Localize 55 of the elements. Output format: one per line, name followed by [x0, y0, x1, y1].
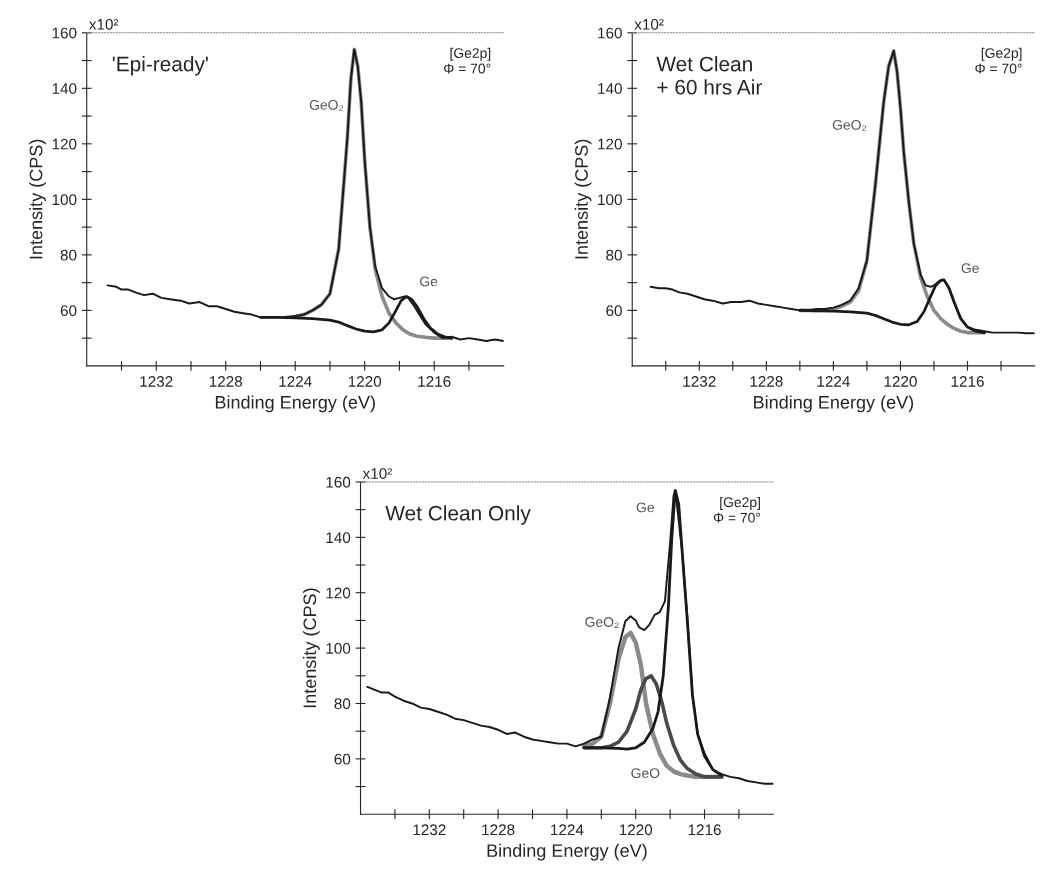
- annotation: Ge: [961, 263, 979, 274]
- annotation: [Ge2p] Φ = 70°: [975, 47, 1022, 74]
- y-axis-title: Intensity (CPS): [302, 588, 320, 708]
- y-tick-label: 100: [598, 194, 622, 206]
- y-tick-label: 160: [326, 476, 351, 488]
- x-tick-label: 1228: [750, 376, 783, 387]
- y-tick-label: 120: [598, 138, 622, 150]
- x-tick-label: 1224: [817, 376, 850, 387]
- annotation: Ge: [636, 502, 654, 513]
- x-tick-label: 1224: [551, 824, 584, 836]
- x-tick-label: 1228: [482, 824, 515, 836]
- x-axis-title: Binding Energy (eV): [215, 395, 375, 413]
- y-tick-label: 140: [52, 83, 77, 94]
- annotation: GeO: [631, 768, 660, 779]
- x-tick-label: 1216: [688, 824, 721, 836]
- y-tick-label: 60: [334, 753, 351, 765]
- x-tick-label: 1220: [619, 824, 653, 836]
- annotation: 'Epi-ready': [112, 56, 208, 76]
- annotation: Wet Clean Only: [385, 505, 531, 525]
- y-tick-label: 160: [598, 27, 622, 39]
- x-axis-title: Binding Energy (eV): [487, 843, 647, 861]
- y-tick-label: 60: [60, 305, 77, 317]
- annotation: [Ge2p] Φ = 70°: [444, 47, 491, 74]
- x-tick-label: 1216: [951, 376, 984, 387]
- x-tick-label: 1216: [418, 376, 451, 387]
- y-tick-label: 80: [60, 249, 77, 261]
- text: x10²: [634, 18, 664, 30]
- x-tick-label: 1220: [884, 376, 917, 387]
- y-tick-label: 80: [334, 698, 351, 710]
- annotation: GeO₂: [585, 617, 619, 628]
- x-tick-label: 1220: [348, 376, 382, 387]
- text: x10²: [362, 468, 393, 479]
- annotation: Ge: [420, 276, 438, 287]
- y-tick-label: 80: [606, 249, 622, 261]
- y-tick-label: 100: [326, 642, 351, 654]
- x-tick-label: 1232: [140, 376, 173, 387]
- annotation: Wet Clean + 60 hrs Air: [656, 56, 762, 95]
- y-tick-label: 120: [326, 587, 351, 599]
- y-tick-label: 60: [606, 305, 622, 317]
- y-tick-label: 160: [52, 27, 77, 39]
- x-tick-label: 1228: [209, 376, 243, 387]
- y-axis-title: Intensity (CPS): [574, 139, 592, 259]
- x-tick-label: 1224: [279, 376, 312, 387]
- x-axis-title: Binding Energy (eV): [754, 395, 914, 413]
- y-tick-label: 140: [598, 83, 622, 94]
- y-axis-title: Intensity (CPS): [29, 139, 46, 259]
- y-tick-label: 100: [52, 194, 77, 206]
- y-tick-label: 140: [326, 532, 351, 544]
- annotation: GeO₂: [832, 119, 867, 131]
- text: x10²: [88, 18, 119, 30]
- y-tick-label: 120: [52, 138, 77, 150]
- x-tick-label: 1232: [413, 824, 446, 836]
- x-tick-label: 1232: [683, 376, 716, 387]
- annotation: GeO₂: [309, 99, 344, 111]
- annotation: [Ge2p] Φ = 70°: [713, 496, 761, 523]
